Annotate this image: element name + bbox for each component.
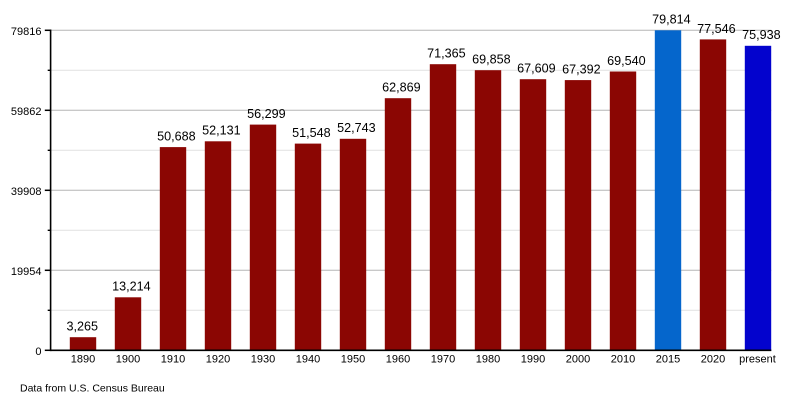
svg-text:62,869: 62,869 bbox=[382, 81, 421, 95]
svg-text:1990: 1990 bbox=[521, 354, 545, 366]
svg-text:67,609: 67,609 bbox=[517, 62, 556, 76]
svg-text:0: 0 bbox=[35, 346, 41, 358]
svg-text:51,548: 51,548 bbox=[292, 126, 331, 140]
svg-text:1940: 1940 bbox=[296, 354, 320, 366]
svg-text:present: present bbox=[739, 354, 776, 366]
svg-text:1910: 1910 bbox=[161, 354, 185, 366]
svg-text:50,688: 50,688 bbox=[157, 130, 196, 144]
svg-text:1960: 1960 bbox=[386, 354, 410, 366]
svg-text:2000: 2000 bbox=[566, 354, 590, 366]
svg-text:69,858: 69,858 bbox=[472, 53, 511, 67]
svg-text:13,214: 13,214 bbox=[112, 280, 151, 294]
svg-text:52,743: 52,743 bbox=[337, 121, 376, 135]
svg-text:75,938: 75,938 bbox=[742, 28, 781, 42]
svg-text:1890: 1890 bbox=[71, 354, 95, 366]
svg-text:52,131: 52,131 bbox=[202, 124, 241, 138]
svg-text:79,814: 79,814 bbox=[652, 13, 691, 27]
svg-text:1980: 1980 bbox=[476, 354, 500, 366]
svg-text:1970: 1970 bbox=[431, 354, 455, 366]
svg-text:Data from U.S. Census Bureau: Data from U.S. Census Bureau bbox=[20, 383, 165, 395]
svg-text:1920: 1920 bbox=[206, 354, 230, 366]
svg-text:3,265: 3,265 bbox=[67, 320, 99, 334]
svg-text:59862: 59862 bbox=[11, 106, 42, 118]
svg-text:19954: 19954 bbox=[11, 266, 42, 278]
svg-text:1950: 1950 bbox=[341, 354, 365, 366]
svg-text:1900: 1900 bbox=[116, 354, 140, 366]
svg-text:71,365: 71,365 bbox=[427, 47, 466, 61]
svg-text:2020: 2020 bbox=[701, 354, 725, 366]
svg-text:1930: 1930 bbox=[251, 354, 275, 366]
svg-text:79816: 79816 bbox=[11, 26, 42, 38]
svg-text:39908: 39908 bbox=[11, 186, 42, 198]
svg-text:69,540: 69,540 bbox=[607, 54, 646, 68]
svg-text:56,299: 56,299 bbox=[247, 107, 286, 121]
svg-text:2010: 2010 bbox=[611, 354, 635, 366]
svg-text:77,546: 77,546 bbox=[697, 22, 736, 36]
svg-text:2015: 2015 bbox=[656, 354, 680, 366]
svg-text:67,392: 67,392 bbox=[562, 63, 601, 77]
